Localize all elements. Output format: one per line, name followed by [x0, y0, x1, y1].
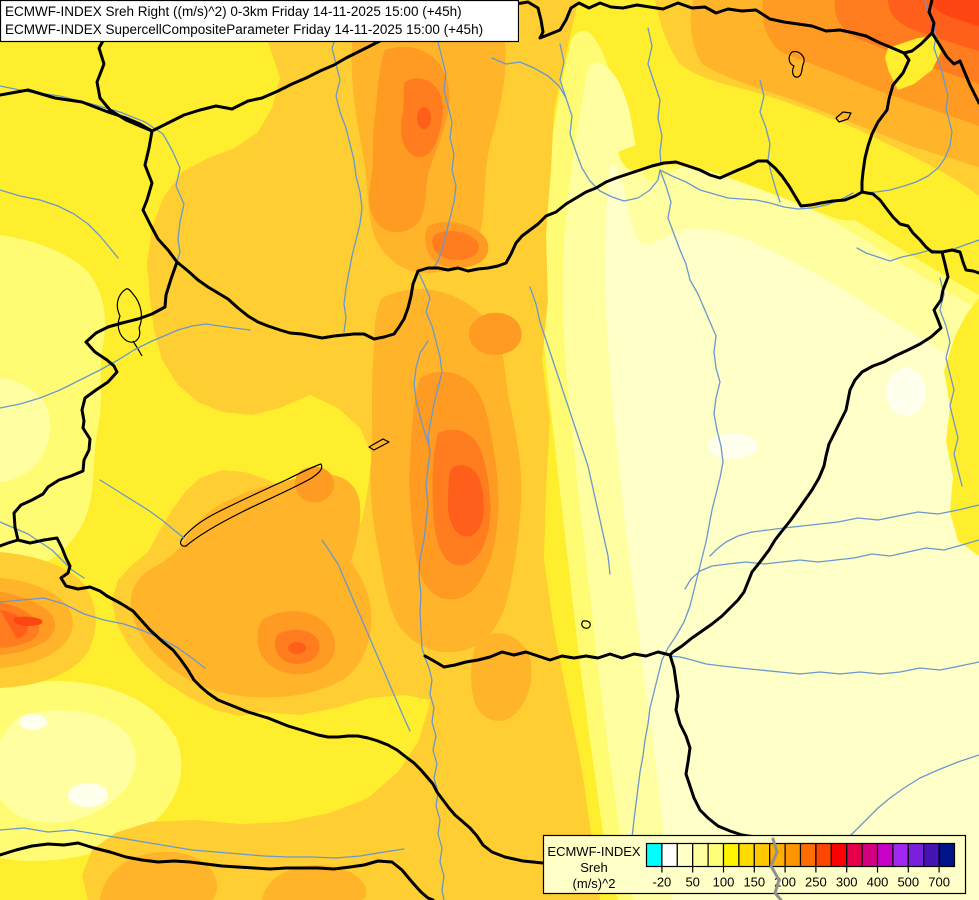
legend-color-segment — [661, 842, 678, 868]
border-over-legend — [769, 837, 783, 900]
legend-title: ECMWF-INDEX — [547, 844, 640, 859]
title-box-frame — [0, 0, 520, 43]
border-slovakia-ukraine — [860, 51, 911, 194]
lake-balaton — [180, 463, 323, 547]
legend-units: (m/s)^2 — [573, 876, 616, 891]
legend-color-segment — [645, 842, 663, 868]
koros-river — [684, 539, 979, 590]
hornad-river — [647, 27, 663, 166]
lake-ferto-outlet — [132, 340, 143, 357]
tisza-river — [631, 169, 724, 839]
legend-color-segment — [707, 842, 725, 868]
legend-color-segment — [892, 842, 909, 868]
koros-branch-river — [709, 504, 979, 557]
border-poland-ukraine — [927, 0, 936, 35]
lake-tisza — [835, 111, 852, 123]
legend-color-segment — [846, 842, 863, 868]
lake-ferto — [116, 288, 143, 343]
legend-color-segment — [676, 842, 694, 868]
danube-island-branch — [413, 340, 429, 444]
danube-river-upper — [0, 85, 185, 263]
legend-color-segment — [923, 842, 940, 868]
border-hungary-ukraine — [860, 190, 944, 254]
border-serbia-romania — [668, 653, 775, 841]
legend-tick-label: 100 — [713, 875, 735, 890]
slana-river — [559, 43, 661, 202]
legend-color-segment — [722, 842, 740, 868]
legend-color-segment — [830, 842, 848, 868]
legend-color-segment — [861, 842, 879, 868]
upper-tisza-river — [659, 169, 854, 210]
border-hungary-romania — [668, 250, 950, 657]
border-slovakia-north — [150, 0, 934, 133]
border-hungary-slovakia — [175, 159, 864, 341]
legend-color-segment — [784, 842, 802, 868]
danube-river-south — [417, 270, 445, 900]
border-austria-west — [0, 88, 154, 133]
border-hungary-serbia — [423, 650, 672, 669]
lakes — [116, 51, 852, 629]
legend-color-segment — [938, 842, 956, 868]
legend-box: ECMWF-INDEX Sreh (m/s)^2 -20 50 100 150 200 2… — [542, 834, 967, 895]
bodrog-river — [759, 79, 781, 203]
legend-color-segment — [738, 842, 755, 868]
lake-velence — [368, 438, 390, 451]
legend-color-segment — [907, 842, 925, 868]
legend-tick-label: 700 — [928, 875, 950, 890]
legend-tick-label: 50 — [685, 875, 699, 890]
title-line-1: ECMWF-INDEX Sreh Right ((m/s)^2) 0-3km F… — [5, 4, 462, 19]
lake-ne-reservoir — [788, 51, 805, 78]
east-ro-river — [939, 277, 963, 487]
legend-tick-label: 400 — [867, 875, 889, 890]
legend-tick-label: 300 — [836, 875, 858, 890]
mura-river — [0, 597, 206, 669]
sava-river — [0, 827, 405, 859]
legend-color-segment — [692, 842, 709, 868]
zagyva-river — [529, 286, 611, 575]
begej-river — [849, 754, 979, 837]
mures-river — [669, 655, 979, 675]
border-ukraine-east — [930, 31, 979, 105]
legend-color-segment — [799, 842, 817, 868]
legend-colorbar — [645, 842, 956, 868]
legend-color-segment — [815, 842, 832, 868]
lake-south-small — [581, 620, 591, 629]
sk-small-river — [491, 57, 567, 99]
legend-tick-label: 500 — [897, 875, 919, 890]
legend-tick-label: 250 — [805, 875, 827, 890]
austria-river — [0, 189, 119, 259]
legend-parameter: Sreh — [580, 860, 607, 875]
zala-river — [99, 479, 185, 539]
raba-river — [0, 323, 251, 409]
title-line-2: ECMWF-INDEX SupercellCompositeParameter … — [5, 22, 483, 37]
sio-river — [321, 539, 411, 732]
border-hungary-croatia — [105, 594, 545, 865]
border-ukraine-romania — [940, 248, 979, 275]
border-austria-slovenia — [0, 538, 20, 548]
vah-river — [331, 0, 363, 333]
legend-tick-label: 150 — [743, 875, 765, 890]
legend-color-segment — [876, 842, 894, 868]
title-box: ECMWF-INDEX Sreh Right ((m/s)^2) 0-3km F… — [0, 0, 520, 43]
legend-color-segment — [753, 842, 771, 868]
hron-river — [432, 41, 457, 270]
legend-tick-label: -20 — [653, 875, 672, 890]
legend-ticks: -20 50 100 150 200 250 300 400 500 700 — [653, 866, 950, 890]
border-croatia-bosnia — [0, 841, 435, 900]
